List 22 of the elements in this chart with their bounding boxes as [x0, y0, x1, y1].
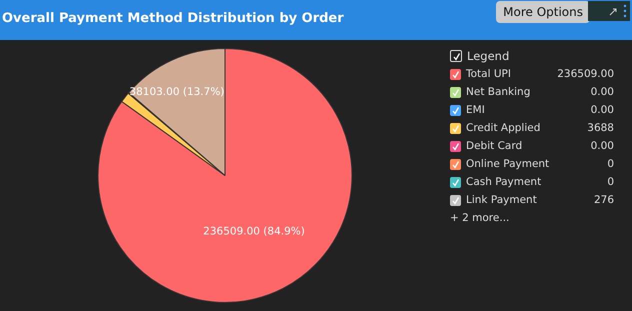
text: 0	[607, 158, 614, 170]
data-label: 276	[594, 194, 614, 206]
chart-title: Overall Payment Method Distribution by Order	[2, 11, 344, 26]
text: 38103.00 (13.7%)	[129, 86, 224, 98]
legend-label: Online Payment	[466, 158, 550, 170]
legend-label: Debit Card	[466, 140, 524, 152]
legend-title: Legend	[467, 49, 510, 63]
data-label: 236509.00	[557, 68, 614, 80]
text: 0.00	[590, 86, 614, 98]
text: + 2 more...	[450, 211, 510, 226]
legend-label: Cash Payment	[466, 176, 542, 188]
text: 0.00	[590, 140, 614, 152]
text: 0	[607, 176, 614, 188]
text: 0.00	[590, 104, 614, 116]
legend-label: EMI	[466, 104, 486, 116]
data-label: 3688	[587, 122, 614, 134]
text: 236509.00 (84.9%)	[203, 226, 305, 238]
text: More Options	[496, 1, 590, 23]
legend-label: Net Banking	[466, 86, 532, 98]
legend-label: Link Payment	[466, 194, 538, 206]
legend-label: Credit Applied	[466, 122, 542, 134]
legend-label: Total UPI	[466, 68, 512, 80]
